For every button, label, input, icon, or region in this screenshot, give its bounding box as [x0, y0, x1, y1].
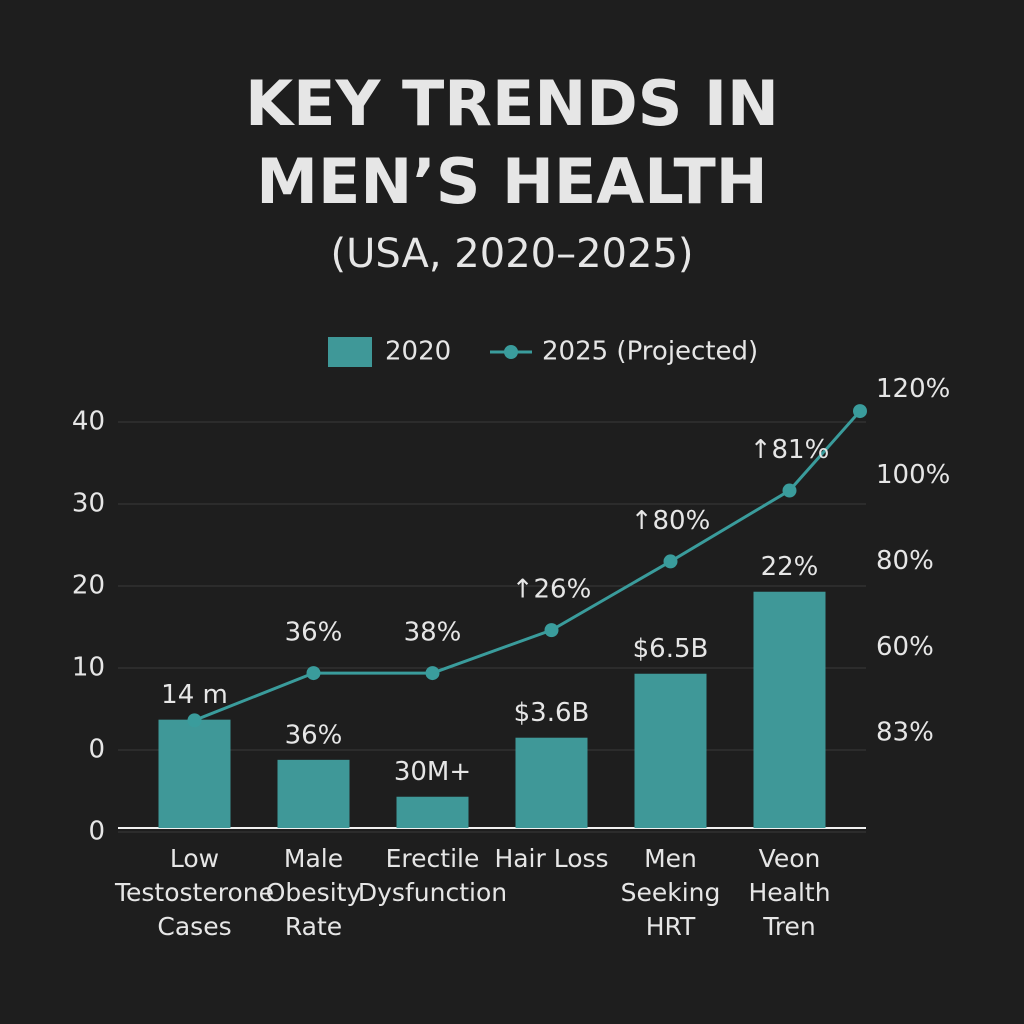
x-tick-label: Veon Health Tren [748, 844, 831, 941]
y2-tick-label: 100% [876, 460, 950, 490]
line-annotation: ↑26% [512, 575, 592, 605]
line-point [425, 666, 440, 681]
y-tick-label: 20 [72, 571, 105, 601]
line-point [663, 554, 678, 569]
bar [396, 796, 469, 828]
bar-annotation: 36% [285, 720, 343, 750]
bar [634, 673, 707, 828]
chart-title: KEY TRENDS IN [245, 67, 779, 140]
line-point [306, 666, 321, 681]
x-tick-label: Male Obesity Rate [265, 844, 362, 941]
line-point [544, 623, 559, 638]
x-tick-label: Hair Loss [494, 844, 609, 873]
bar-annotation: 30M+ [394, 757, 471, 787]
bar [277, 759, 350, 828]
legend-swatch [328, 337, 372, 367]
y2-tick-label: 83% [876, 718, 934, 748]
bar-annotation: $3.6B [514, 698, 590, 728]
line-annotation: 38% [404, 618, 462, 648]
y-tick-label: 0 [88, 735, 105, 765]
bar [158, 719, 231, 828]
x-tick-label: Men Seeking HRT [620, 844, 721, 941]
bar-annotation: 14 m [161, 680, 228, 710]
chart-subtitle: (USA, 2020–2025) [330, 231, 693, 277]
bar [515, 737, 588, 828]
line-annotation: ↑80% [631, 506, 711, 536]
y-tick-label: 0 [88, 817, 105, 847]
y2-tick-label: 120% [876, 374, 950, 404]
y2-tick-label: 80% [876, 546, 934, 576]
legend-label: 2020 [385, 337, 451, 367]
line-point [853, 404, 867, 419]
chart-title: MEN’S HEALTH [256, 145, 767, 218]
x-tick-label: Low Testosterone Cases [115, 844, 274, 941]
bar [753, 591, 826, 828]
y-tick-label: 40 [72, 407, 105, 437]
y2-tick-label: 60% [876, 632, 934, 662]
line-annotation: 36% [285, 618, 343, 648]
bar-annotation: 22% [761, 552, 819, 582]
y-tick-label: 10 [72, 653, 105, 683]
legend-label: 2025 (Projected) [542, 337, 758, 367]
line-annotation: ↑81% [750, 435, 830, 465]
line-point [782, 483, 797, 498]
line-point [187, 713, 202, 728]
x-tick-label: Erectile Dysfunction [357, 844, 508, 907]
bar-annotation: $6.5B [633, 634, 709, 664]
y-tick-label: 30 [72, 489, 105, 519]
legend-swatch [504, 345, 518, 359]
